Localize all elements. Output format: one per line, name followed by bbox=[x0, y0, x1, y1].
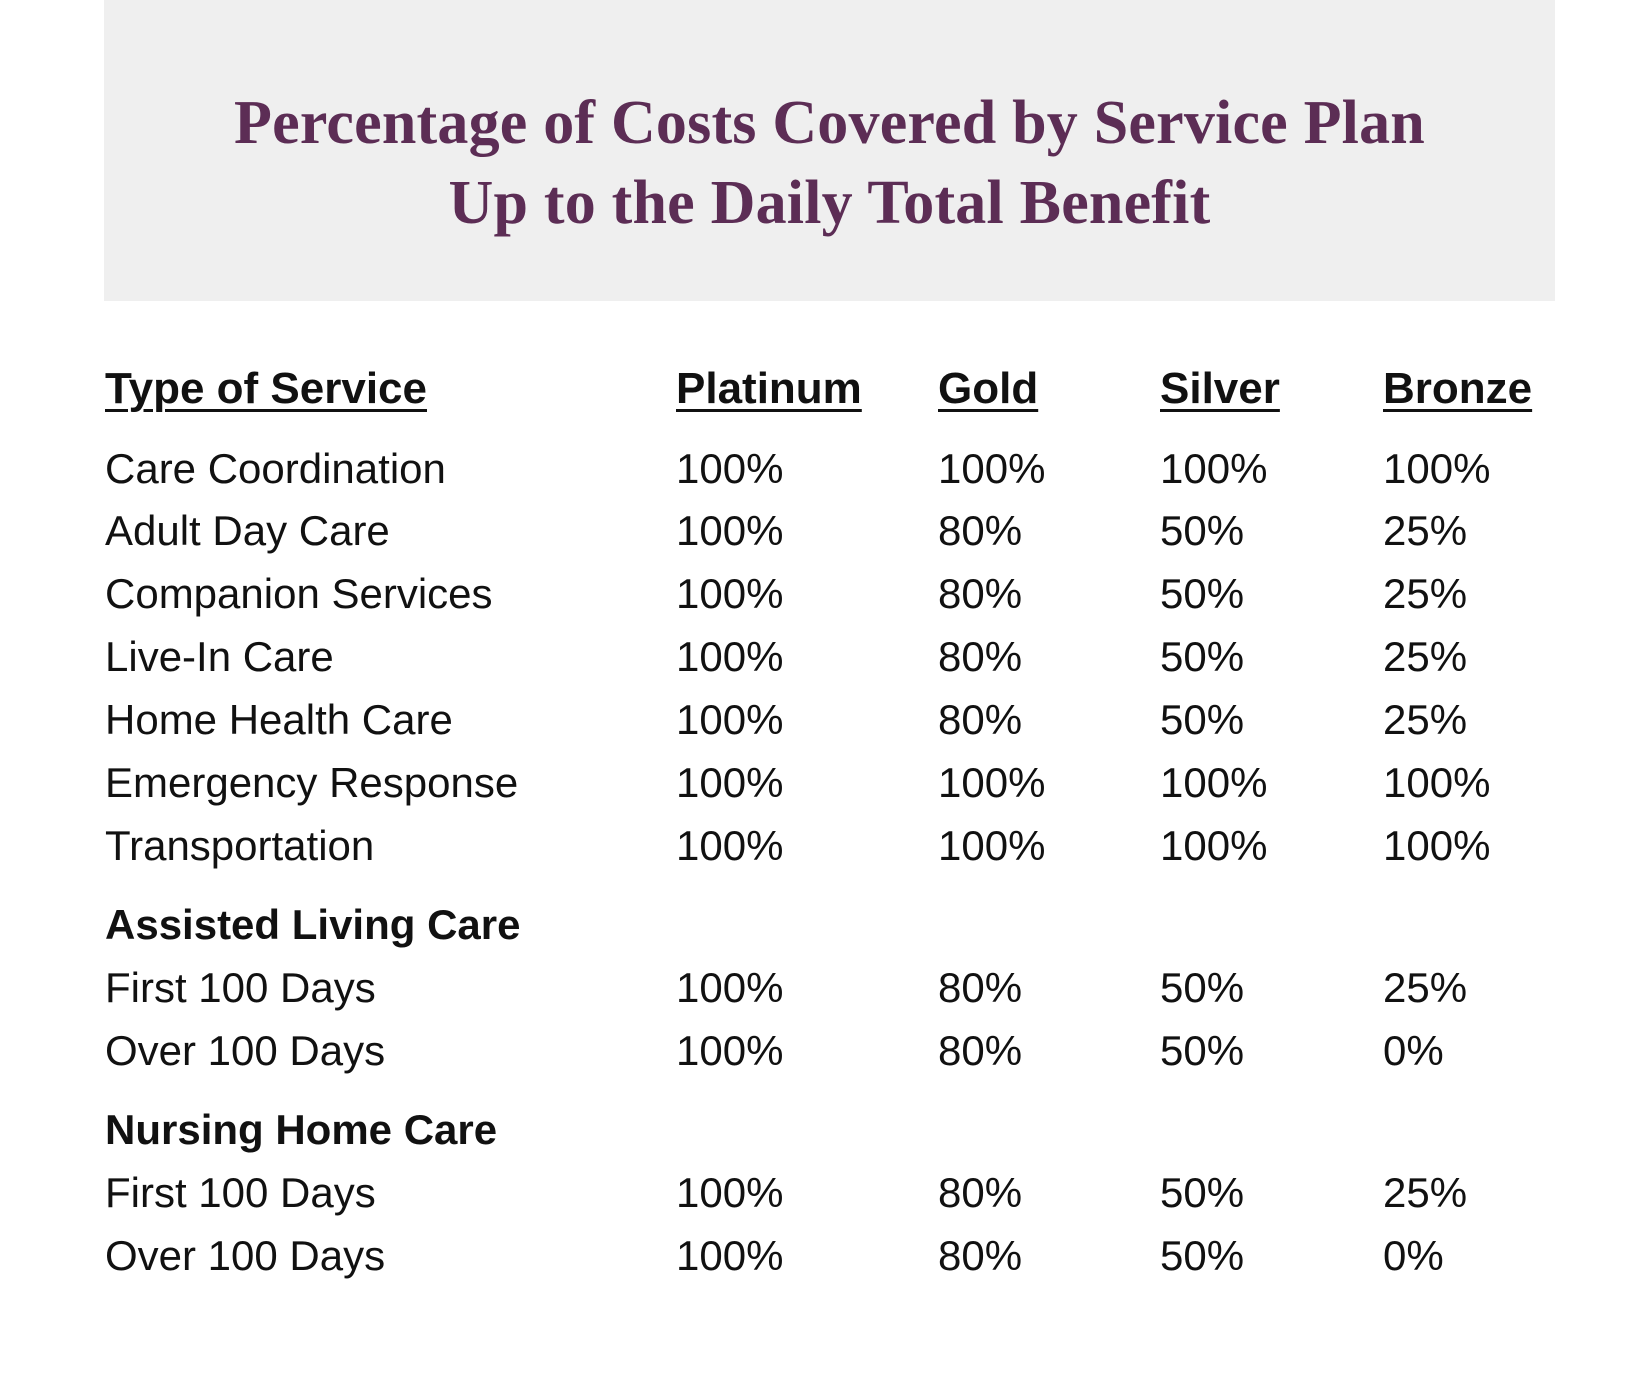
cell-platinum: 100% bbox=[676, 570, 784, 617]
cell-bronze: 25% bbox=[1383, 964, 1468, 1011]
cell-bronze: 100% bbox=[1383, 759, 1491, 806]
cell-platinum: 100% bbox=[676, 1169, 784, 1216]
row-label: Over 100 Days bbox=[105, 1027, 386, 1074]
row-label: First 100 Days bbox=[105, 964, 376, 1011]
cell-gold: 80% bbox=[938, 633, 1023, 680]
cell-bronze: 100% bbox=[1383, 445, 1491, 492]
header-silver: Silver bbox=[1160, 364, 1280, 413]
row-label: Home Health Care bbox=[105, 696, 453, 743]
row-label: First 100 Days bbox=[105, 1169, 376, 1216]
cell-bronze: 0% bbox=[1383, 1232, 1444, 1279]
cell-platinum: 100% bbox=[676, 696, 784, 743]
cell-gold: 80% bbox=[938, 1169, 1023, 1216]
header-gold: Gold bbox=[938, 364, 1039, 413]
cell-bronze: 0% bbox=[1383, 1027, 1444, 1074]
cell-gold: 100% bbox=[938, 759, 1046, 806]
section-title-nursing-home: Nursing Home Care bbox=[105, 1106, 498, 1153]
row-label: Adult Day Care bbox=[105, 507, 390, 554]
cell-platinum: 100% bbox=[676, 633, 784, 680]
cell-silver: 100% bbox=[1160, 822, 1268, 869]
cell-silver: 100% bbox=[1160, 759, 1268, 806]
cell-silver: 50% bbox=[1160, 570, 1245, 617]
cell-platinum: 100% bbox=[676, 445, 784, 492]
row-label: Transportation bbox=[105, 822, 375, 869]
cell-silver: 50% bbox=[1160, 633, 1245, 680]
header-bronze: Bronze bbox=[1383, 364, 1533, 413]
cell-bronze: 25% bbox=[1383, 570, 1468, 617]
cell-silver: 50% bbox=[1160, 1169, 1245, 1216]
cell-silver: 50% bbox=[1160, 507, 1245, 554]
cell-platinum: 100% bbox=[676, 822, 784, 869]
title-line-1: Percentage of Costs Covered by Service P… bbox=[234, 89, 1425, 157]
section-title-assisted-living: Assisted Living Care bbox=[105, 901, 521, 948]
cell-gold: 100% bbox=[938, 445, 1046, 492]
row-label: Companion Services bbox=[105, 570, 493, 617]
cell-silver: 50% bbox=[1160, 964, 1245, 1011]
row-label: Over 100 Days bbox=[105, 1232, 386, 1279]
cell-platinum: 100% bbox=[676, 759, 784, 806]
cell-silver: 50% bbox=[1160, 696, 1245, 743]
header-type-of-service: Type of Service bbox=[105, 364, 427, 413]
row-label: Care Coordination bbox=[105, 445, 446, 492]
cell-bronze: 25% bbox=[1383, 696, 1468, 743]
cell-gold: 80% bbox=[938, 570, 1023, 617]
cell-platinum: 100% bbox=[676, 1232, 784, 1279]
cell-gold: 80% bbox=[938, 964, 1023, 1011]
cell-gold: 80% bbox=[938, 507, 1023, 554]
cell-bronze: 25% bbox=[1383, 633, 1468, 680]
cell-bronze: 25% bbox=[1383, 507, 1468, 554]
cell-silver: 50% bbox=[1160, 1027, 1245, 1074]
cell-silver: 50% bbox=[1160, 1232, 1245, 1279]
cell-silver: 100% bbox=[1160, 445, 1268, 492]
title-line-2: Up to the Daily Total Benefit bbox=[448, 169, 1211, 237]
cell-gold: 80% bbox=[938, 1232, 1023, 1279]
cell-platinum: 100% bbox=[676, 507, 784, 554]
cell-bronze: 25% bbox=[1383, 1169, 1468, 1216]
cell-gold: 100% bbox=[938, 822, 1046, 869]
cell-gold: 80% bbox=[938, 696, 1023, 743]
cell-platinum: 100% bbox=[676, 1027, 784, 1074]
header-platinum: Platinum bbox=[676, 364, 862, 413]
row-label: Live-In Care bbox=[105, 633, 334, 680]
row-label: Emergency Response bbox=[105, 759, 519, 806]
title-banner: Percentage of Costs Covered by Service P… bbox=[104, 0, 1555, 301]
cell-platinum: 100% bbox=[676, 964, 784, 1011]
cell-gold: 80% bbox=[938, 1027, 1023, 1074]
cell-bronze: 100% bbox=[1383, 822, 1491, 869]
